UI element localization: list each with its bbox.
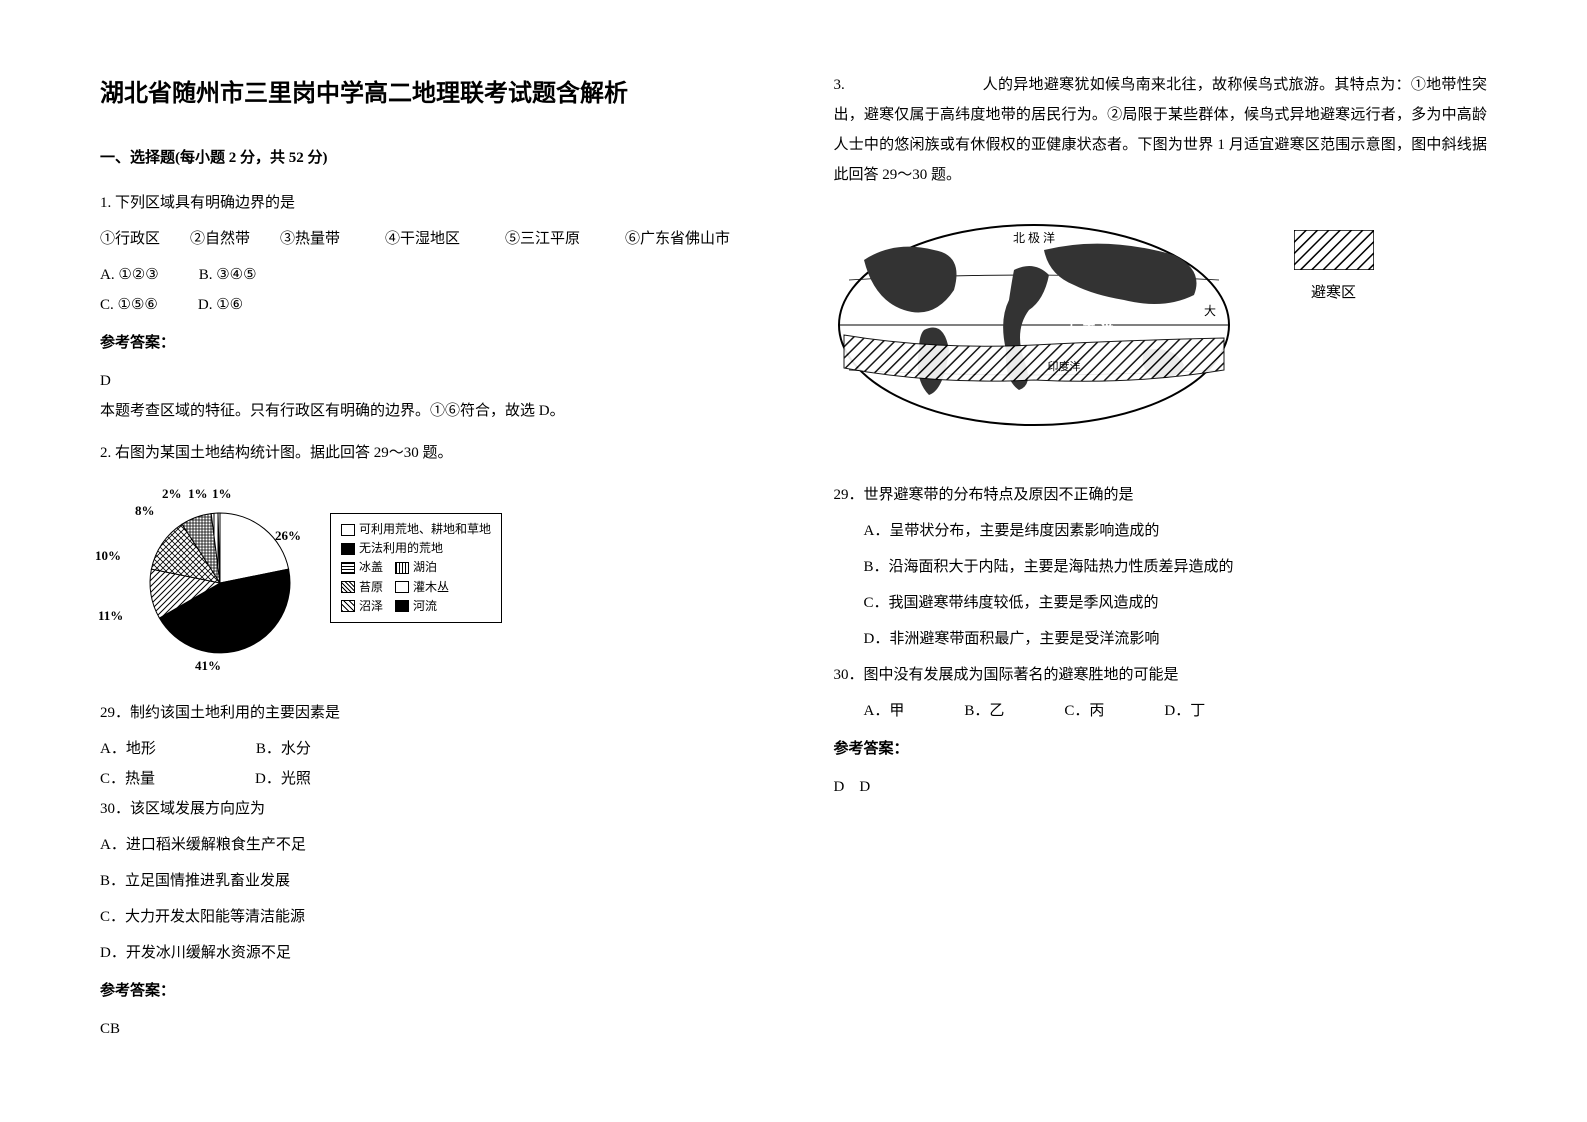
- q3-30-d: D．丁: [1164, 696, 1205, 726]
- q3-num: 3.: [834, 77, 845, 93]
- lg-5: 灌木丛: [413, 578, 449, 597]
- pie-lbl-6: 10%: [95, 543, 121, 569]
- q1-opt-c: C. ①⑤⑥: [100, 290, 158, 320]
- hatch-swatch: [1294, 230, 1374, 270]
- q3-answer-label: 参考答案：: [834, 734, 1488, 764]
- lg-1: 无法利用的荒地: [359, 539, 443, 558]
- pie-chart: 1% 1% 26% 41% 11% 10% 8% 2% 可利用荒地、耕地和草地 …: [100, 483, 480, 683]
- q2-29-b: B．水分: [256, 734, 311, 764]
- q3-29-stem: 29．世界避寒带的分布特点及原因不正确的是: [834, 480, 1488, 510]
- q3-text: 人的异地避寒犹如候鸟南来北往，故称候鸟式旅游。其特点为：①地带性突出，避寒仅属于…: [834, 77, 1488, 183]
- q3-29-b: B．沿海面积大于内陆，主要是海陆热力性质差异造成的: [834, 552, 1488, 582]
- q2-answer: CB: [100, 1014, 754, 1044]
- q3-29-d: D．非洲避寒带面积最广，主要是受洋流影响: [834, 624, 1488, 654]
- q3-29-c: C．我国避寒带纬度较低，主要是季风造成的: [834, 588, 1488, 618]
- page-title: 湖北省随州市三里岗中学高二地理联考试题含解析: [100, 70, 754, 118]
- pie-lbl-2: 1%: [212, 481, 232, 507]
- lg-3: 湖泊: [413, 558, 437, 577]
- q3-30-stem: 30．图中没有发展成为国际著名的避寒胜地的可能是: [834, 660, 1488, 690]
- question-3: 3. 人的异地避寒犹如候鸟南来北往，故称候鸟式旅游。其特点为：①地带性突出，避寒…: [834, 70, 1488, 802]
- section-suffix: 分): [304, 150, 328, 166]
- world-map: 北 极 洋 太 平 洋 印度洋 大 避寒区: [834, 220, 1488, 430]
- q1-opt-a: A. ①②③: [100, 260, 159, 290]
- right-column: 3. 人的异地避寒犹如候鸟南来北往，故称候鸟式旅游。其特点为：①地带性突出，避寒…: [834, 70, 1488, 1052]
- lg-2: 冰盖: [359, 558, 383, 577]
- map-legend: 避寒区: [1294, 230, 1374, 308]
- pie-lbl-5: 11%: [98, 603, 123, 629]
- left-column: 湖北省随州市三里岗中学高二地理联考试题含解析 一、选择题(每小题 2 分，共 5…: [100, 70, 754, 1052]
- question-2: 2. 右图为某国土地结构统计图。据此回答 29～30 题。: [100, 438, 754, 1044]
- section-mid: 分，共: [236, 150, 289, 166]
- q3-30-b: B．乙: [964, 696, 1004, 726]
- map-legend-label: 避寒区: [1311, 278, 1356, 308]
- q1-choices: ①行政区 ②自然带 ③热量带 ④干湿地区 ⑤三江平原 ⑥广东省佛山市: [100, 224, 754, 254]
- lg-4: 苔原: [359, 578, 383, 597]
- lg-7: 河流: [413, 597, 437, 616]
- pts-total: 52: [289, 150, 304, 166]
- atlantic-label: 大: [1204, 304, 1216, 318]
- q2-30-d: D．开发冰川缓解水资源不足: [100, 938, 754, 968]
- q3-30-c: C．丙: [1064, 696, 1104, 726]
- q2-29-a: A．地形: [100, 734, 156, 764]
- q2-29-stem: 29．制约该国土地利用的主要因素是: [100, 698, 754, 728]
- pie-lbl-4: 41%: [195, 653, 221, 679]
- q2-30-a: A．进口稻米缓解粮食生产不足: [100, 830, 754, 860]
- pie-lbl-3: 26%: [275, 523, 301, 549]
- pacific-label: 太 平 洋: [1064, 322, 1113, 339]
- pie-lbl-1: 1%: [188, 481, 208, 507]
- q3-answer: D D: [834, 772, 1488, 802]
- q1-answer: D: [100, 366, 754, 396]
- pie-lbl-8: 2%: [162, 481, 182, 507]
- q1-opt-d: D. ①⑥: [198, 290, 243, 320]
- q1-answer-label: 参考答案：: [100, 328, 754, 358]
- q3-30-a: A．甲: [864, 696, 905, 726]
- q2-29-c: C．热量: [100, 764, 155, 794]
- lg-6: 沼泽: [359, 597, 383, 616]
- pie-lbl-7: 8%: [135, 498, 155, 524]
- q2-29-d: D．光照: [255, 764, 311, 794]
- indian-label: 印度洋: [1047, 359, 1080, 373]
- q2-answer-label: 参考答案：: [100, 976, 754, 1006]
- pie-legend: 可利用荒地、耕地和草地 无法利用的荒地 冰盖 湖泊 苔原 灌木丛 沼泽 河流: [330, 513, 502, 623]
- q1-explain: 本题考查区域的特征。只有行政区有明确的边界。①⑥符合，故选 D。: [100, 396, 754, 426]
- map-svg: 北 极 洋 太 平 洋 印度洋 大: [834, 220, 1234, 430]
- section-header: 一、选择题(每小题 2 分，共 52 分): [100, 143, 754, 173]
- q3-29-a: A．呈带状分布，主要是纬度因素影响造成的: [834, 516, 1488, 546]
- lg-0: 可利用荒地、耕地和草地: [359, 520, 491, 539]
- q2-stem: 2. 右图为某国土地结构统计图。据此回答 29～30 题。: [100, 438, 754, 468]
- arctic-label: 北 极 洋: [1012, 230, 1054, 245]
- q2-30-c: C．大力开发太阳能等清洁能源: [100, 902, 754, 932]
- q3-stem: 3. 人的异地避寒犹如候鸟南来北往，故称候鸟式旅游。其特点为：①地带性突出，避寒…: [834, 70, 1488, 190]
- question-1: 1. 下列区域具有明确边界的是 ①行政区 ②自然带 ③热量带 ④干湿地区 ⑤三江…: [100, 188, 754, 426]
- q1-opt-b: B. ③④⑤: [199, 260, 257, 290]
- pie-svg: [130, 493, 310, 673]
- q2-30-stem: 30．该区域发展方向应为: [100, 794, 754, 824]
- section-prefix: 一、选择题(每小题: [100, 150, 229, 166]
- q2-30-b: B．立足国情推进乳畜业发展: [100, 866, 754, 896]
- q1-stem: 1. 下列区域具有明确边界的是: [100, 188, 754, 218]
